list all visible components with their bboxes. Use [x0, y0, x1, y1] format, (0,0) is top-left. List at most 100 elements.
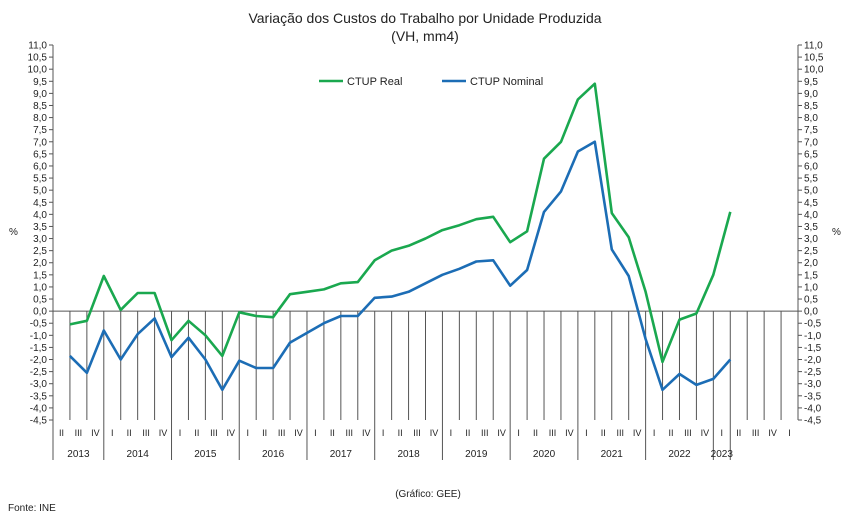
y-tick-label-right: 0,0: [804, 307, 818, 318]
y-tick-label-right: 0,5: [804, 295, 818, 306]
x-tick-label-quarter: I: [585, 428, 588, 438]
x-tick-label-quarter: I: [246, 428, 249, 438]
source-note: (Gráfico: GEE): [395, 489, 461, 500]
legend: CTUP Real CTUP Nominal: [319, 76, 543, 88]
x-tick-label-quarter: IV: [91, 428, 100, 438]
y-tick-label-right: 9,0: [804, 89, 818, 100]
y-tick-label-left: -3,5: [30, 391, 48, 402]
x-tick-label-year: 2016: [262, 449, 285, 460]
x-tick-label-year: 2013: [67, 449, 90, 460]
y-tick-label-right: 6,0: [804, 161, 818, 172]
x-tick-label-quarter: I: [653, 428, 656, 438]
y-tick-label-left: 5,0: [33, 186, 47, 197]
x-tick-label-quarter: I: [111, 428, 114, 438]
y-tick-label-right: 5,5: [804, 174, 818, 185]
x-tick-label-quarter: IV: [768, 428, 777, 438]
y-tick-label-right: 11,0: [804, 41, 823, 52]
x-tick-label-year: 2022: [668, 449, 691, 460]
x-tick-label-year: 2014: [127, 449, 150, 460]
y-tick-label-right: 4,5: [804, 198, 818, 209]
y-tick-label-right: 9,5: [804, 77, 818, 88]
y-tick-label-right: 4,0: [804, 210, 818, 221]
y-tick-label-left: 4,0: [33, 210, 47, 221]
x-tick-label-quarter: IV: [633, 428, 642, 438]
x-tick-label-quarter: III: [549, 428, 557, 438]
y-tick-label-right: -3,0: [804, 379, 822, 390]
y-tick-label-left: 6,0: [33, 161, 47, 172]
y-tick-label-left: 10,0: [28, 65, 48, 76]
x-tick-label-quarter: II: [465, 428, 470, 438]
x-tick-label-quarter: III: [752, 428, 760, 438]
x-tick-label-quarter: IV: [497, 428, 506, 438]
x-tick-label-quarter: I: [314, 428, 317, 438]
y-tick-label-right: -1,0: [804, 331, 822, 342]
y-tick-label-right: 10,5: [804, 53, 824, 64]
y-tick-label-right: -1,5: [804, 343, 822, 354]
x-tick-label-quarter: III: [346, 428, 354, 438]
y-tick-label-left: 5,5: [33, 174, 47, 185]
x-tick-label-quarter: III: [142, 428, 150, 438]
y-tick-label-left: 3,0: [33, 234, 47, 245]
y-tick-label-right: 3,0: [804, 234, 818, 245]
x-tick-label-quarter: III: [616, 428, 624, 438]
x-tick-label-quarter: I: [788, 428, 791, 438]
x-tick-label-quarter: III: [481, 428, 489, 438]
y-tick-label-left: 8,5: [33, 101, 47, 112]
y-tick-label-left: -1,5: [30, 343, 48, 354]
y-tick-label-right: 7,0: [804, 137, 818, 148]
y-axis-label-right: %: [832, 227, 841, 238]
chart-subtitle: (VH, mm4): [391, 28, 459, 44]
y-tick-label-left: 7,0: [33, 137, 47, 148]
x-tick-label-quarter: III: [684, 428, 692, 438]
x-tick-label-quarter: III: [413, 428, 421, 438]
y-tick-label-left: 3,5: [33, 222, 47, 233]
x-tick-label-quarter: II: [262, 428, 267, 438]
y-tick-label-right: 8,0: [804, 113, 818, 124]
x-tick-label-quarter: IV: [227, 428, 236, 438]
y-tick-label-left: 2,5: [33, 246, 47, 257]
y-tick-label-left: -0,5: [30, 319, 48, 330]
x-tick-label-year: 2018: [397, 449, 420, 460]
x-tick-label-quarter: IV: [430, 428, 439, 438]
x-tick-label-year: 2020: [533, 449, 556, 460]
y-tick-label-left: -3,0: [30, 379, 48, 390]
y-tick-label-left: 1,5: [33, 270, 47, 281]
x-tick-label-quarter: III: [278, 428, 286, 438]
y-tick-label-right: 1,0: [804, 282, 818, 293]
y-tick-label-left: 0,5: [33, 295, 47, 306]
x-tick-label-quarter: III: [210, 428, 218, 438]
y-tick-label-left: -2,5: [30, 367, 48, 378]
x-tick-label-quarter: I: [382, 428, 385, 438]
legend-label: CTUP Nominal: [470, 76, 543, 88]
footer-source: Fonte: INE: [8, 503, 56, 514]
x-tick-label-quarter: IV: [294, 428, 303, 438]
x-tick-label-quarter: I: [450, 428, 453, 438]
y-tick-label-left: 6,5: [33, 149, 47, 160]
x-tick-label-quarter: II: [669, 428, 674, 438]
y-tick-label-left: 4,5: [33, 198, 47, 209]
x-tick-label-year: 2019: [465, 449, 488, 460]
x-tick-label-quarter: II: [736, 428, 741, 438]
x-tick-label-quarter: IV: [565, 428, 574, 438]
x-tick-label-quarter: II: [127, 428, 132, 438]
y-tick-label-right: -4,0: [804, 403, 822, 414]
y-tick-label-left: -1,0: [30, 331, 48, 342]
y-tick-label-right: 10,0: [804, 65, 824, 76]
axes: 11,0 11,010,5 10,510,0 10,09,5 9,59,0 9,08,5 8…: [28, 41, 824, 460]
y-tick-label-left: 1,0: [33, 282, 47, 293]
x-tick-label-quarter: I: [721, 428, 724, 438]
y-tick-label-right: 5,0: [804, 186, 818, 197]
y-tick-label-right: 8,5: [804, 101, 818, 112]
series-line-ctup-nominal: [68, 140, 732, 392]
y-tick-label-right: -3,5: [804, 391, 822, 402]
x-tick-label-quarter: I: [179, 428, 182, 438]
x-tick-label-quarter: IV: [159, 428, 168, 438]
x-tick-label-year: 2023: [711, 449, 734, 460]
y-tick-label-left: 2,0: [33, 258, 47, 269]
x-tick-label-quarter: II: [533, 428, 538, 438]
x-tick-label-year: 2015: [194, 449, 217, 460]
chart-title: Variação dos Custos do Trabalho por Unid…: [248, 10, 601, 26]
x-tick-label-quarter: IV: [701, 428, 710, 438]
x-tick-label-year: 2017: [330, 449, 353, 460]
